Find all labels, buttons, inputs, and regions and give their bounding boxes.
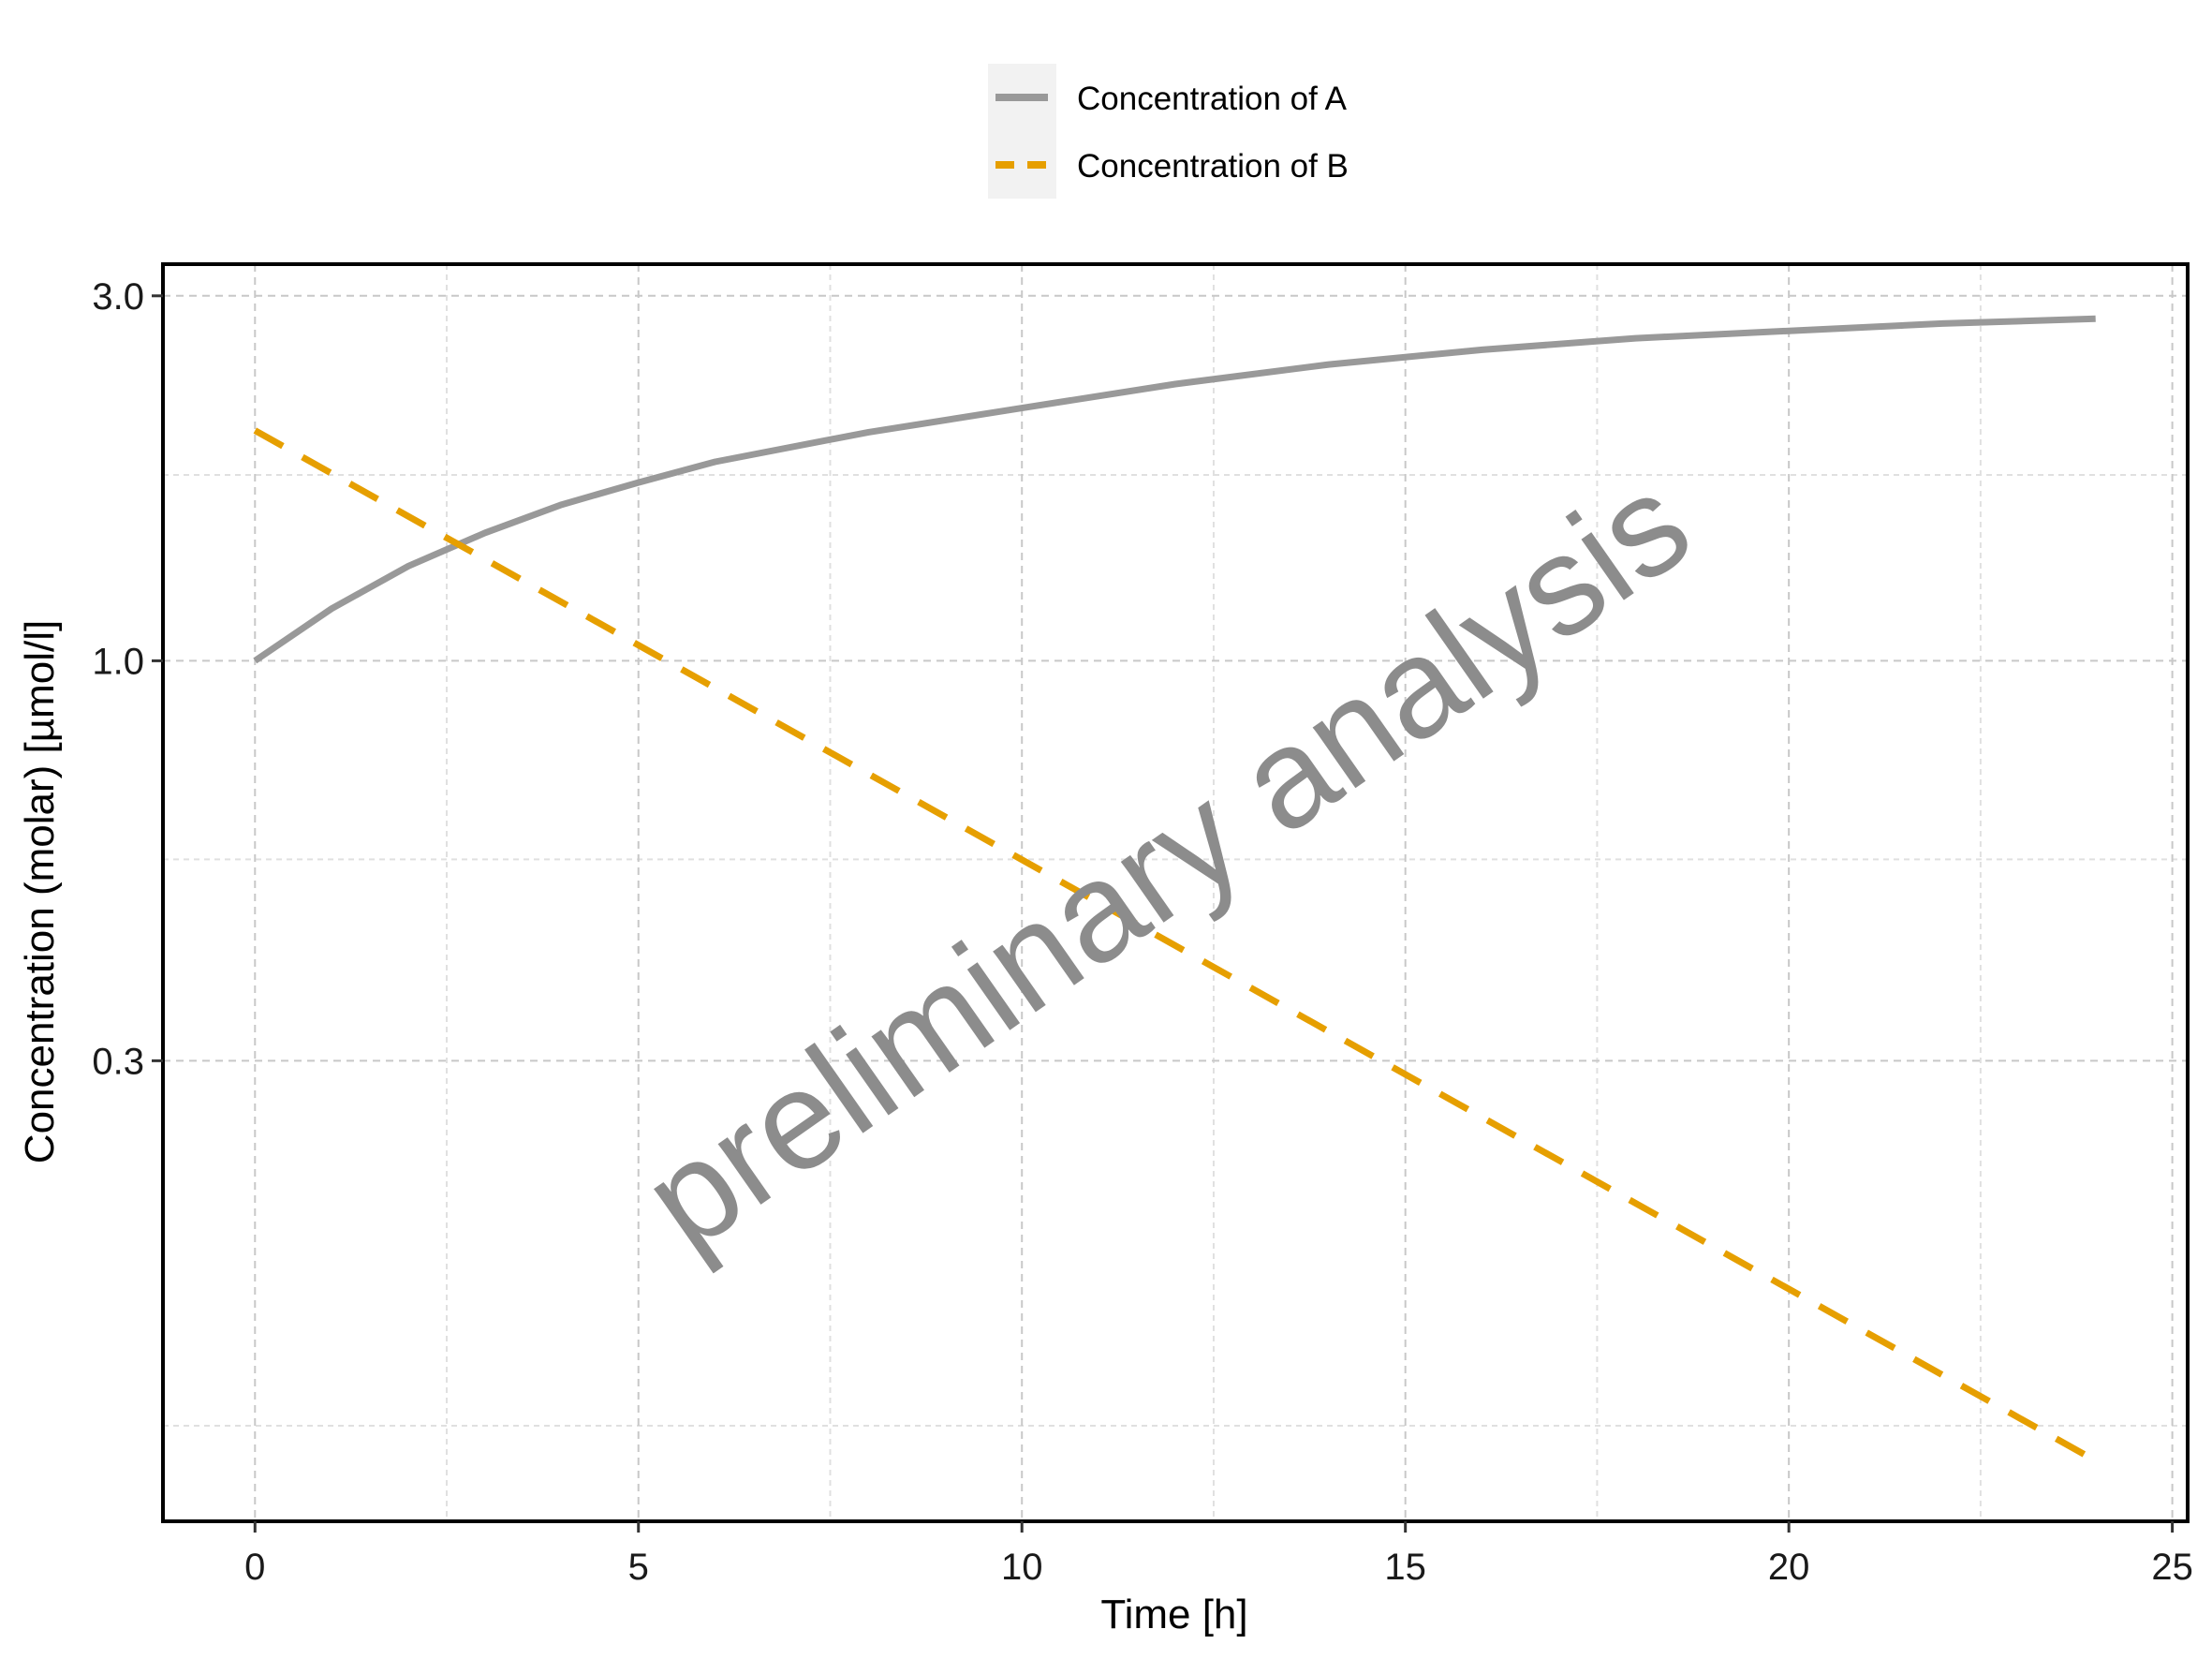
x-tick-label: 10 — [1001, 1547, 1043, 1588]
x-tick-label: 20 — [1768, 1547, 1810, 1588]
y-tick-label: 1.0 — [92, 641, 144, 682]
x-tick-label: 25 — [2151, 1547, 2193, 1588]
y-axis-title: Concentration (molar) [µmol/l] — [17, 620, 63, 1163]
x-axis-title: Time [h] — [1100, 1592, 1247, 1637]
legend-key-background — [988, 64, 1056, 199]
x-tick-label: 15 — [1384, 1547, 1426, 1588]
x-tick-label: 0 — [244, 1547, 265, 1588]
legend: Concentration of A Concentration of B — [988, 64, 1349, 199]
legend-label-b: Concentration of B — [1077, 148, 1349, 185]
y-tick-label: 0.3 — [92, 1041, 144, 1082]
y-axis-ticks: 0.3 1.0 3.0 — [92, 276, 163, 1082]
series-line-b — [253, 427, 2098, 1464]
plot-frame — [161, 262, 2190, 1523]
gridlines — [163, 264, 2188, 1521]
series-layer — [253, 315, 2098, 1464]
series-line-a — [253, 315, 2096, 664]
legend-label-a: Concentration of A — [1077, 81, 1348, 117]
x-axis-ticks: 0 5 10 15 20 25 — [244, 1521, 2193, 1588]
y-tick-label: 3.0 — [92, 276, 144, 318]
x-tick-label: 5 — [628, 1547, 649, 1588]
